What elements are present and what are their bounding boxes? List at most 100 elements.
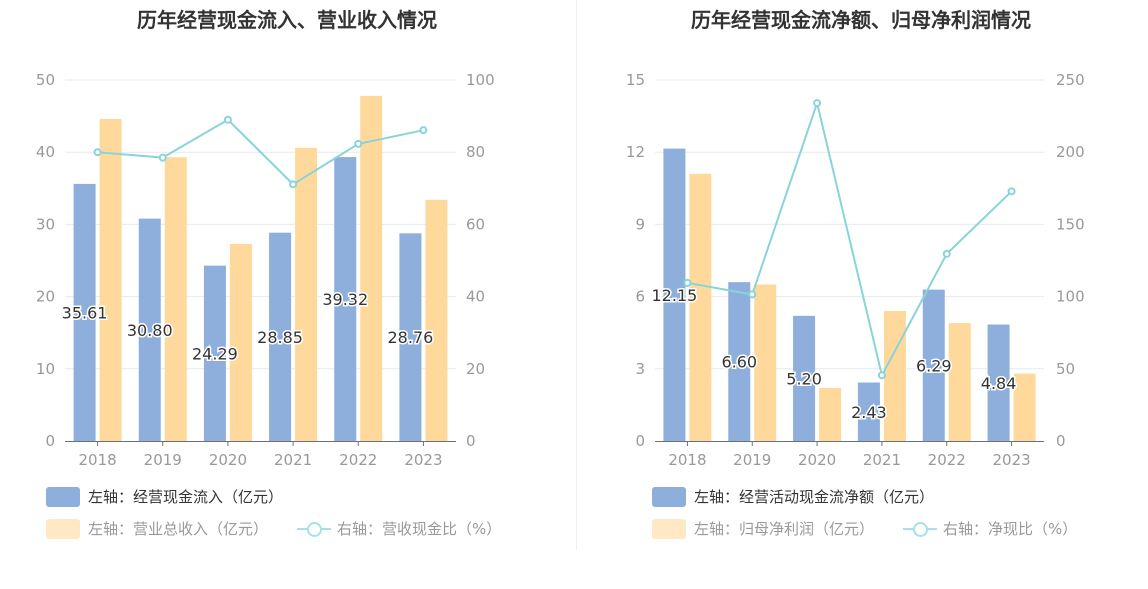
x-axis-tick-label: 2021 — [274, 451, 312, 469]
right-axis-tick-label: 0 — [466, 432, 476, 450]
ratio-point — [93, 148, 102, 157]
bar-data-label: 30.80 — [127, 321, 173, 340]
legend-label: 左轴：归母净利润（亿元） — [694, 520, 875, 538]
left-axis-tick-label: 10 — [36, 360, 55, 378]
bar-primary — [987, 324, 1010, 441]
x-axis-tick-label: 2023 — [404, 451, 442, 469]
x-axis-tick-label: 2020 — [798, 451, 836, 469]
bar-data-label: 6.29 — [916, 356, 952, 375]
right-axis-tick-label: 20 — [466, 360, 485, 378]
ratio-point — [419, 126, 428, 135]
ratio-point — [877, 371, 886, 380]
bar-data-label: 4.84 — [981, 374, 1017, 393]
right-axis-tick-label: 40 — [466, 288, 485, 306]
legend-item-net-cash[interactable]: 左轴：经营活动现金流净额（亿元） — [652, 486, 934, 507]
legend-swatch-bar — [652, 518, 686, 539]
x-axis-tick-label: 2018 — [78, 451, 116, 469]
bar-secondary — [1013, 373, 1036, 441]
legend-label: 右轴：营收现金比（%） — [337, 520, 502, 538]
x-axis-tick-label: 2021 — [863, 451, 901, 469]
x-axis-tick-label: 2020 — [209, 451, 247, 469]
left-axis-tick-label: 15 — [626, 71, 645, 89]
bar-primary — [203, 265, 226, 441]
bar-primary — [922, 289, 945, 441]
bar-data-label: 24.29 — [192, 344, 238, 363]
right-axis-tick-label: 50 — [1056, 360, 1075, 378]
legend-swatch-bar — [46, 518, 80, 539]
bar-primary — [399, 233, 422, 441]
legend-item-revenue[interactable]: 左轴：营业总收入（亿元） — [46, 518, 268, 539]
bar-secondary — [99, 118, 122, 441]
bar-primary — [138, 218, 161, 441]
bar-primary — [334, 157, 357, 441]
left-axis-tick-label: 0 — [45, 432, 55, 450]
bar-data-label: 2.43 — [851, 403, 887, 422]
x-axis-tick-label: 2022 — [339, 451, 377, 469]
ratio-point — [813, 99, 822, 108]
bar-data-label: 12.15 — [652, 286, 698, 305]
ratio-point — [748, 290, 757, 299]
legend-label: 左轴：经营现金流入（亿元） — [88, 488, 284, 506]
bar-primary — [73, 183, 96, 441]
legend-label: 右轴：净现比（%） — [943, 520, 1078, 538]
bar-primary — [269, 232, 292, 441]
bar-secondary — [754, 284, 777, 441]
right-axis-tick-label: 0 — [1056, 432, 1066, 450]
left-axis-tick-label: 40 — [36, 143, 55, 161]
bar-secondary — [883, 311, 906, 441]
ratio-point — [158, 153, 167, 162]
chart-title: 历年经营现金流净额、归母净利润情况 — [691, 8, 1031, 32]
bar-primary — [728, 282, 751, 441]
legend-swatch-bar — [652, 486, 686, 507]
legend-swatch-line-icon — [903, 519, 937, 539]
bar-secondary — [295, 147, 318, 442]
ratio-point — [289, 180, 298, 189]
bar-secondary — [425, 199, 448, 441]
bar-secondary — [360, 95, 383, 441]
right-axis-tick-label: 150 — [1056, 215, 1085, 233]
chart-panel-net-cash: 历年经营现金流净额、归母净利润情况 0 0 3 50 6 100 9 150 12 200 15 25… — [574, 0, 1148, 589]
bar-data-label: 28.85 — [257, 328, 303, 347]
left-axis-tick-label: 20 — [36, 288, 55, 306]
chart-panel-cash-inflow: 历年经营现金流入、营业收入情况 0 0 10 20 20 40 30 60 40 80 50 100 2… — [36, 8, 501, 539]
ratio-point — [354, 139, 363, 148]
legend-label: 左轴：经营活动现金流净额（亿元） — [694, 488, 935, 506]
bar-data-label: 35.61 — [62, 303, 108, 322]
bar-data-label: 28.76 — [388, 328, 434, 347]
bar-primary — [663, 148, 686, 441]
left-axis-tick-label: 6 — [635, 288, 645, 306]
chart-canvas: 0 0 3 50 6 100 9 150 12 200 15 250 2018 2019 2020 2021 2… — [626, 71, 1085, 469]
legend-item-ratio[interactable]: 右轴：营收现金比（%） — [297, 518, 501, 539]
panel-divider — [576, 0, 577, 550]
ratio-line — [687, 99, 1013, 379]
x-axis-tick-label: 2018 — [668, 451, 706, 469]
right-axis-tick-label: 100 — [466, 71, 495, 89]
bar-primary — [857, 382, 880, 441]
chart-title: 历年经营现金流入、营业收入情况 — [137, 8, 437, 32]
bar-secondary — [819, 388, 842, 441]
left-axis-tick-label: 3 — [635, 360, 645, 378]
x-axis-tick-label: 2019 — [733, 451, 771, 469]
legend-item-cash-inflow[interactable]: 左轴：经营现金流入（亿元） — [46, 486, 283, 507]
right-axis-tick-label: 80 — [466, 143, 485, 161]
bar-secondary — [164, 157, 187, 441]
bar-data-label: 5.20 — [786, 369, 822, 388]
right-axis-tick-label: 60 — [466, 215, 485, 233]
right-axis-tick-label: 100 — [1056, 288, 1085, 306]
x-axis-tick-label: 2023 — [992, 451, 1030, 469]
legend-swatch-bar — [46, 486, 80, 507]
legend-item-net-profit[interactable]: 左轴：归母净利润（亿元） — [652, 518, 874, 539]
bar-secondary — [229, 243, 252, 441]
ratio-point — [223, 115, 232, 124]
bar-data-label: 39.32 — [322, 290, 368, 309]
bar-secondary — [948, 323, 971, 441]
x-axis-tick-label: 2022 — [928, 451, 966, 469]
left-axis-tick-label: 0 — [635, 432, 645, 450]
legend-item-net-ratio[interactable]: 右轴：净现比（%） — [903, 518, 1077, 539]
ratio-point — [683, 278, 692, 287]
bar-data-label: 6.60 — [721, 353, 757, 372]
ratio-point — [942, 249, 951, 258]
left-axis-tick-label: 12 — [626, 143, 645, 161]
